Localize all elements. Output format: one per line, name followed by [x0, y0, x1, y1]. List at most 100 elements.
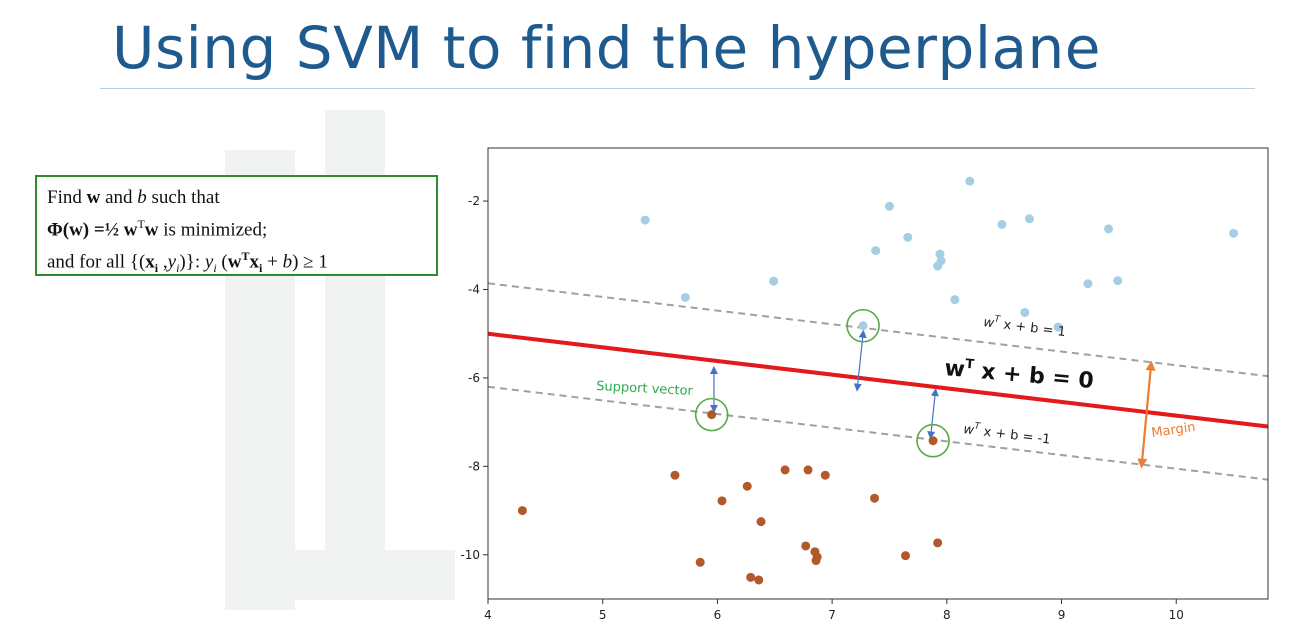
support-vector-circle [846, 308, 880, 343]
support-vector-circles [694, 308, 950, 458]
chart-svg: 4 5 6 7 8 9 10 -2 -4 -6 -8 -10 wT x + b = 1 wT x +… [460, 147, 1269, 622]
title-divider [100, 88, 1255, 89]
formula-text: =½ [89, 219, 124, 241]
data-point-class-2 [803, 465, 813, 475]
data-point-class-1 [935, 249, 945, 259]
formula-text: Find [47, 187, 87, 208]
formula-line-3: and for all {(xi ,yi)}: yi (wTxi + b) ≥ … [47, 243, 426, 282]
data-point-class-2 [717, 496, 727, 506]
data-point-class-2 [870, 493, 880, 503]
formula-text: )}: [179, 251, 205, 273]
formula-b: b [282, 251, 293, 273]
data-point-class-2 [754, 575, 764, 585]
formula-subscript: i [213, 261, 217, 276]
formula-subscript: i [259, 261, 263, 276]
formula-text: and for all [47, 251, 130, 273]
margin-arrow [1137, 360, 1156, 469]
data-point-class-1 [1083, 279, 1093, 289]
data-point-class-1 [680, 292, 690, 302]
formula-phi: Φ(w) [47, 219, 90, 241]
data-point-class-2 [756, 517, 766, 527]
data-point-class-2 [742, 481, 752, 491]
formula-w: w [227, 251, 242, 273]
data-point-class-1 [950, 295, 960, 305]
formula-w: w [86, 187, 101, 208]
formula-y: y [204, 251, 214, 273]
data-point-class-2 [820, 470, 830, 480]
data-point-class-1 [858, 321, 868, 331]
data-point-class-2 [517, 506, 527, 516]
formula-line-2: Φ(w) =½ wTw is minimized; [47, 211, 426, 243]
formula-line-1: Find w and b such that [47, 184, 426, 211]
y-axis-ticks: -2 -4 -6 -8 -10 [460, 194, 488, 562]
formula-x: x [145, 251, 155, 273]
y-tick-label: -2 [468, 194, 480, 208]
data-point-class-2 [812, 552, 822, 562]
data-point-class-1 [936, 256, 946, 266]
lower-margin-equation: wT x + b = -1 [963, 420, 1052, 448]
margin-label: Margin [1150, 420, 1196, 441]
formula-b: b [137, 187, 147, 208]
support-vector-circle [694, 397, 729, 432]
data-point-class-1 [640, 215, 650, 225]
slide-title: Using SVM to find the hyperplane [112, 14, 1101, 82]
svm-objective-box: Find w and b such that Φ(w) =½ wTw is mi… [35, 175, 438, 276]
data-point-class-2 [933, 538, 943, 548]
formula-subscript: i [154, 261, 159, 276]
formula-text: , [158, 251, 168, 273]
svm-scatter-chart: 4 5 6 7 8 9 10 -2 -4 -6 -8 -10 wT x + b = 1 wT x +… [440, 140, 1280, 641]
formula-x: x [249, 251, 260, 273]
formula-text: is minimized; [158, 219, 268, 241]
chart-points [517, 176, 1239, 585]
distance-arrow [927, 388, 939, 440]
data-point-class-2 [695, 557, 705, 567]
x-tick-label: 7 [828, 608, 836, 622]
formula-text: + [262, 251, 283, 273]
x-tick-label: 6 [714, 608, 722, 622]
data-point-class-1 [903, 232, 913, 242]
data-point-class-1 [1104, 224, 1114, 234]
plot-frame [487, 147, 1269, 600]
decision-boundary-equation: wT x + b = 0 [943, 355, 1094, 394]
x-tick-label: 4 [484, 608, 492, 622]
formula-w: w [144, 219, 159, 241]
x-tick-label: 9 [1058, 608, 1066, 622]
y-tick-label: -6 [468, 371, 480, 385]
data-point-class-2 [780, 465, 790, 475]
support-vector-label: Support vector [596, 379, 694, 399]
formula-y: y [167, 251, 177, 273]
y-tick-label: -8 [468, 459, 480, 473]
x-axis-ticks: 4 5 6 7 8 9 10 [484, 599, 1184, 622]
data-point-class-1 [1113, 276, 1123, 286]
support-vector-circle [916, 423, 950, 458]
data-point-class-1 [1020, 307, 1030, 317]
data-point-class-1 [1024, 214, 1034, 224]
formula-subscript: i [176, 261, 180, 276]
data-point-class-2 [670, 470, 680, 480]
data-point-class-1 [997, 219, 1007, 229]
x-tick-label: 5 [599, 608, 607, 622]
data-point-class-1 [1053, 322, 1063, 332]
data-point-class-2 [928, 436, 938, 446]
formula-text: ( [216, 251, 228, 273]
chart-arrows [709, 329, 1156, 469]
data-point-class-1 [965, 176, 975, 186]
data-point-class-1 [769, 276, 779, 286]
data-point-class-2 [801, 541, 811, 551]
distance-arrow [853, 329, 867, 392]
data-point-class-2 [901, 551, 911, 561]
formula-text: such that [146, 187, 220, 208]
x-tick-label: 8 [943, 608, 951, 622]
data-point-class-2 [746, 572, 756, 582]
y-tick-label: -4 [468, 282, 480, 296]
formula-superscript: T [241, 249, 250, 264]
data-point-class-1 [1229, 228, 1239, 238]
formula-text: ) ≥ 1 [292, 251, 328, 273]
formula-text: and [100, 187, 138, 208]
formula-superscript: T [137, 217, 145, 231]
y-tick-label: -10 [460, 548, 480, 562]
x-tick-label: 10 [1169, 608, 1184, 622]
upper-margin-equation: wT x + b = 1 [983, 313, 1067, 340]
formula-text: {( [129, 251, 146, 273]
data-point-class-1 [871, 246, 881, 256]
